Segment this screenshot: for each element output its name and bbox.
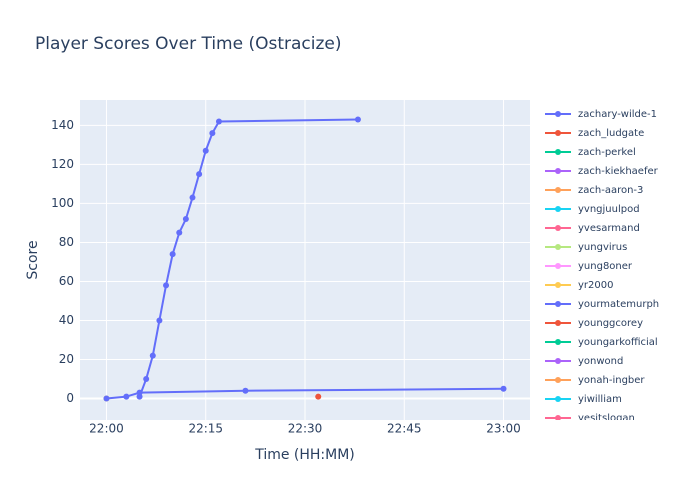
legend-marker [555,130,561,136]
data-point [156,317,163,324]
x-tick-label: 22:15 [188,422,223,436]
legend-marker [555,339,561,345]
data-point [196,171,203,178]
data-point [169,251,176,258]
legend-marker [555,111,561,117]
data-point [176,229,183,236]
data-point [215,118,222,125]
data-point [242,387,249,394]
legend-marker [555,206,561,212]
x-tick-label: 22:30 [288,422,323,436]
data-point [182,216,189,223]
y-tick-label: 120 [51,157,74,171]
y-tick-label: 40 [59,313,74,327]
y-tick-label: 0 [66,391,74,405]
legend-label: youngarkofficial [578,337,658,348]
y-tick-label: 60 [59,274,74,288]
data-point [149,352,156,359]
legend-label: yourmatemurph [578,299,659,310]
data-point [315,393,322,400]
legend-label: yiwilliam [578,394,622,405]
legend-label: zach_ludgate [578,128,644,139]
legend-marker [555,187,561,193]
data-point [103,395,110,402]
y-tick-label: 20 [59,352,74,366]
legend-marker [555,149,561,155]
legend-label: zach-perkel [578,147,636,158]
data-point [202,147,209,154]
legend-marker [555,396,561,402]
y-tick-label: 80 [59,235,74,249]
data-point [354,116,361,123]
legend-label: zach-aaron-3 [578,185,643,196]
legend-label: yr2000 [578,280,613,291]
legend-label: yung8oner [578,261,633,272]
chart-title: Player Scores Over Time (Ostracize) [35,34,342,54]
data-point [500,385,507,392]
data-point [163,282,170,289]
legend-marker [555,301,561,307]
legend-marker [555,263,561,269]
legend-marker [555,358,561,364]
legend-label: yesitslogan [578,413,635,424]
x-tick-label: 23:00 [486,422,521,436]
legend-label: zachary-wilde-1 [578,109,657,120]
legend-marker [555,225,561,231]
legend-marker [555,415,561,420]
legend-label: yungvirus [578,242,627,253]
y-tick-label: 100 [51,196,74,210]
x-tick-label: 22:45 [387,422,422,436]
data-point [209,130,216,137]
legend-label: younggcorey [578,318,643,329]
legend-marker [555,377,561,383]
legend-marker [555,320,561,326]
legend-label: yvngjuulpod [578,204,640,215]
data-point [136,389,143,396]
x-axis-label: Time (HH:MM) [254,447,355,463]
data-point [123,393,130,400]
legend-marker [555,244,561,250]
legend-label: yonah-ingber [578,375,645,386]
data-point [143,376,150,383]
y-axis-label: Score [25,240,41,279]
legend-label: yonwond [578,356,623,367]
legend-label: zach-kiekhaefer [578,166,659,177]
legend-label: yvesarmand [578,223,640,234]
series-line [138,118,358,397]
data-point [189,194,196,201]
y-tick-label: 140 [51,118,74,132]
legend-marker [555,282,561,288]
x-tick-label: 22:00 [89,422,124,436]
legend-marker [555,168,561,174]
